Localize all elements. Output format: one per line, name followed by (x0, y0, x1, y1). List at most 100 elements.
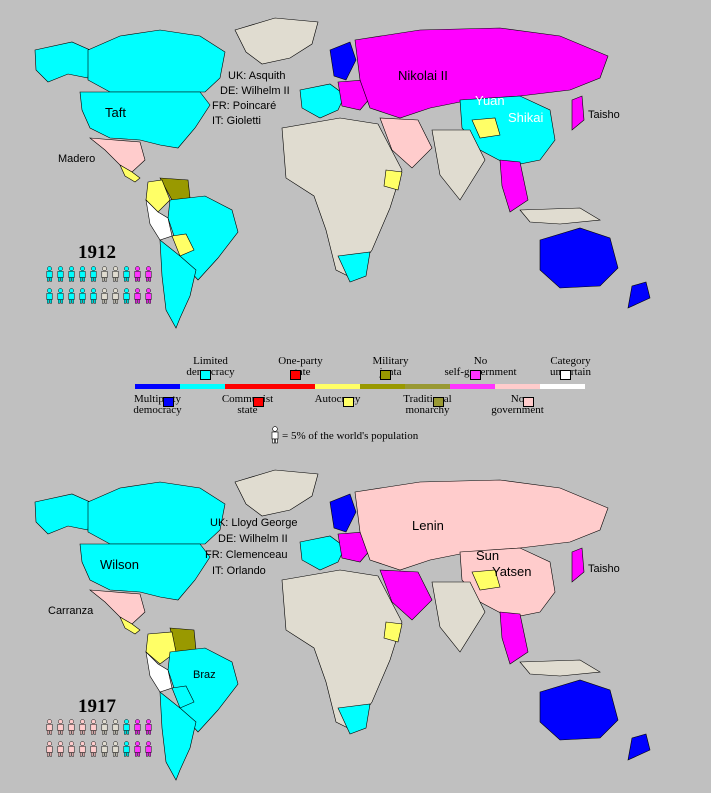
japan (571, 547, 585, 583)
population-person-icon (68, 288, 75, 304)
leader-europe-fr: FR: Poincaré (212, 100, 276, 112)
leader-japan: Taisho (588, 109, 620, 121)
legend-label-communist-state: Communist state (221, 393, 274, 416)
tibet (471, 117, 501, 139)
mexico (89, 137, 146, 173)
indonesia (519, 207, 601, 225)
legend-bar-autocracy (315, 384, 360, 389)
population-person-icon (68, 266, 75, 282)
scandinavia (329, 493, 357, 533)
brazil (167, 195, 239, 281)
population-person-icon (134, 266, 141, 282)
population-person-icon (145, 266, 152, 282)
legend-bar-military-junta (360, 384, 405, 389)
population-person-icon (101, 741, 108, 757)
leader-europe-it: IT: Orlando (212, 565, 266, 577)
legend-symbol-military-junta (380, 370, 391, 380)
leader-mexico: Carranza (48, 605, 94, 617)
bolivia (171, 685, 195, 709)
legend-bar-traditional-monarchy (405, 384, 450, 389)
population-person-icon (112, 288, 119, 304)
world-map-1917: Wilson Carranza UK: Lloyd George DE: Wil… (34, 469, 651, 781)
population-person-icon (79, 288, 86, 304)
scandinavia (329, 41, 357, 81)
middle-east (379, 569, 433, 621)
leader-brazil: Braz (193, 669, 216, 681)
world-map-1912: Taft Madero UK: Asquith DE: Wilhelm II F… (34, 17, 651, 329)
leader-europe-uk: UK: Lloyd George (210, 517, 297, 529)
leader-china-1: Yuan (475, 93, 505, 108)
legend-symbol-communist-state (253, 397, 264, 407)
legend-label-autocracy: Autocracy (314, 393, 361, 405)
russia (354, 27, 609, 119)
population-person-icon (90, 741, 97, 757)
legend-symbol-category-uncertain (560, 370, 571, 380)
legend-bar-category-uncertain (540, 384, 585, 389)
population-person-icon (101, 719, 108, 735)
map-land (34, 469, 651, 781)
central-america (119, 616, 141, 635)
population-person-icon (68, 719, 75, 735)
legend-bar-no-government (495, 384, 540, 389)
population-person-icon (46, 288, 53, 304)
legend-bar-communist-state (225, 384, 270, 389)
japan (571, 95, 585, 131)
population-person-icon (145, 288, 152, 304)
population-person-icon (46, 741, 53, 757)
legend-symbol-multiparty-democracy (163, 397, 174, 407)
leader-usa: Wilson (100, 557, 139, 572)
population-person-icon (90, 719, 97, 735)
africa (281, 569, 403, 731)
population-person-icon (57, 741, 64, 757)
leader-russia: Lenin (412, 518, 444, 533)
legend-label-multiparty-democracy: Multiparty democracy (133, 393, 182, 416)
se-asia (499, 159, 529, 213)
population-person-icon (123, 719, 130, 735)
legend-symbol-autocracy (343, 397, 354, 407)
legend-label-no-government: No government (491, 393, 544, 416)
population-person-icon (101, 288, 108, 304)
central-america (119, 164, 141, 183)
population-person-icon (79, 741, 86, 757)
population-note-text: = 5% of the world's population (282, 430, 419, 442)
person-icon (271, 426, 279, 444)
legend-bar-one-party-state (270, 384, 315, 389)
argentina (159, 239, 197, 329)
se-asia (499, 611, 529, 665)
leader-europe-it: IT: Gioletti (212, 115, 261, 127)
colombia (145, 631, 177, 665)
population-person-icon (90, 266, 97, 282)
usa (79, 91, 211, 149)
indonesia (519, 659, 601, 677)
middle-east (379, 117, 433, 169)
europe-west (299, 535, 346, 571)
population-person-icon (145, 741, 152, 757)
russia (354, 479, 609, 571)
greenland (234, 469, 319, 517)
population-person-icon (145, 719, 152, 735)
population-person-icon (90, 288, 97, 304)
leader-europe-fr: FR: Clemenceau (205, 549, 288, 561)
population-person-icon (123, 741, 130, 757)
leader-mexico: Madero (58, 153, 95, 165)
population-person-icon (57, 288, 64, 304)
map-land (34, 17, 651, 329)
population-note: = 5% of the world's population (270, 426, 418, 444)
leader-china-1: Sun (476, 548, 499, 563)
population-person-icon (57, 719, 64, 735)
argentina (159, 691, 197, 781)
australia (539, 227, 619, 289)
legend-symbol-traditional-monarchy (433, 397, 444, 407)
legend-symbol-one-party-state (290, 370, 301, 380)
population-person-icon (68, 741, 75, 757)
ethiopia (383, 169, 403, 191)
population-person-icon (134, 719, 141, 735)
ethiopia (383, 621, 403, 643)
population-person-icon (79, 719, 86, 735)
canada (87, 481, 226, 545)
new-zealand (627, 281, 651, 309)
mexico (89, 589, 146, 625)
population-person-icon (101, 266, 108, 282)
population-person-icon (57, 266, 64, 282)
leader-russia: Nikolai II (398, 68, 448, 83)
